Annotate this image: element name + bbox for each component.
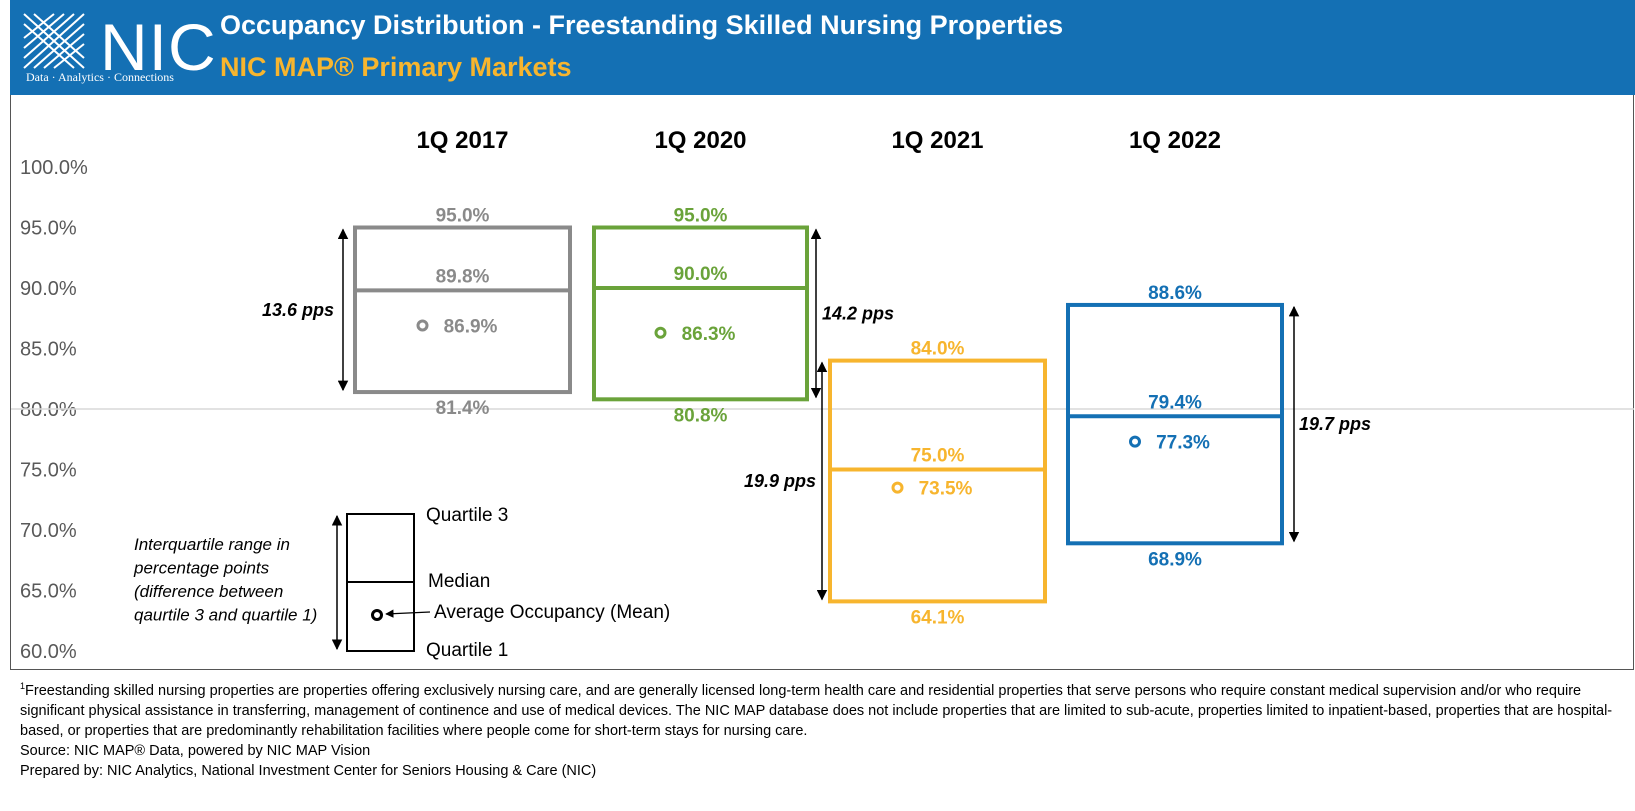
- logo-wordmark: NIC: [100, 10, 217, 84]
- q3-label: 84.0%: [911, 339, 965, 360]
- iqr-label: 19.7 pps: [1299, 414, 1371, 434]
- legend-mean-marker: [371, 609, 383, 621]
- iqr-box: [353, 225, 572, 395]
- chart-header: NIC Data · Analytics · Connections Occup…: [10, 0, 1635, 95]
- mean-marker: [1129, 435, 1141, 448]
- iqr-box: [828, 358, 1047, 604]
- period-header: 1Q 2022: [1129, 127, 1221, 154]
- q3-label: 95.0%: [674, 206, 728, 227]
- y-tick-label: 85.0%: [20, 339, 77, 361]
- legend-mean-label: Average Occupancy (Mean): [434, 602, 670, 623]
- iqr-label: 13.6 pps: [262, 300, 334, 320]
- y-tick-label: 75.0%: [20, 460, 77, 482]
- period-header: 1Q 2021: [891, 127, 983, 154]
- iqr-box: [1066, 302, 1284, 546]
- y-tick-label: 65.0%: [20, 581, 77, 603]
- mean-label: 77.3%: [1156, 433, 1210, 454]
- period-header: 1Q 2017: [416, 127, 508, 154]
- q1-label: 68.9%: [1148, 549, 1202, 570]
- period-header: 1Q 2020: [654, 127, 746, 154]
- globe-logo-icon: [23, 13, 85, 69]
- legend-quartile1-label: Quartile 1: [426, 640, 508, 661]
- median-label: 79.4%: [1148, 392, 1202, 413]
- y-tick-label: 90.0%: [20, 278, 77, 300]
- legend-iqr-note-line: (difference between: [134, 582, 283, 601]
- y-tick-label: 60.0%: [20, 641, 77, 663]
- logo-tagline: Data · Analytics · Connections: [26, 70, 174, 84]
- median-label: 75.0%: [911, 446, 965, 467]
- prepared-note: Prepared by: NIC Analytics, National Inv…: [20, 762, 597, 779]
- median-label: 89.8%: [436, 266, 490, 287]
- chart-title: Occupancy Distribution - Freestanding Sk…: [220, 10, 1064, 40]
- legend-mean-pointer: [385, 609, 431, 618]
- mean-label: 86.3%: [682, 324, 736, 345]
- legend-iqr-note-line: Interquartile range in: [134, 535, 290, 554]
- chart-footer: 1Freestanding skilled nursing properties…: [20, 676, 1620, 781]
- legend-quartile3-label: Quartile 3: [426, 505, 508, 526]
- y-tick-label: 95.0%: [20, 218, 77, 240]
- iqr-box: [592, 225, 809, 402]
- y-tick-label: 80.0%: [20, 399, 77, 421]
- source-note: Source: NIC MAP® Data, powered by NIC MA…: [20, 742, 371, 759]
- legend-median-label: Median: [428, 571, 490, 592]
- legend-iqr-note-line: qaurtile 3 and quartile 1): [134, 606, 317, 625]
- mean-label: 86.9%: [444, 317, 498, 338]
- chart-frame: [10, 95, 1634, 670]
- median-label: 90.0%: [674, 264, 728, 285]
- mean-marker: [416, 319, 429, 332]
- mean-marker: [891, 481, 904, 494]
- q3-label: 95.0%: [436, 206, 490, 227]
- y-tick-label: 100.0%: [20, 157, 88, 179]
- mean-marker: [654, 326, 667, 339]
- q1-label: 80.8%: [674, 405, 728, 426]
- mean-label: 73.5%: [919, 479, 973, 500]
- footnote-text: Freestanding skilled nursing properties …: [20, 682, 1613, 739]
- footnote-marker: 1: [20, 681, 26, 691]
- nic-logo: NIC Data · Analytics · Connections: [20, 12, 216, 90]
- y-tick-label: 70.0%: [20, 520, 77, 542]
- q3-label: 88.6%: [1148, 283, 1202, 304]
- q1-label: 81.4%: [436, 398, 490, 419]
- legend-iqr-note-line: percentage points: [133, 559, 270, 578]
- q1-label: 64.1%: [911, 607, 965, 628]
- iqr-label: 14.2 pps: [822, 303, 894, 323]
- chart-subtitle: NIC MAP® Primary Markets: [220, 52, 572, 82]
- footnote: 1Freestanding skilled nursing properties…: [20, 676, 1620, 741]
- iqr-label: 19.9 pps: [744, 471, 816, 491]
